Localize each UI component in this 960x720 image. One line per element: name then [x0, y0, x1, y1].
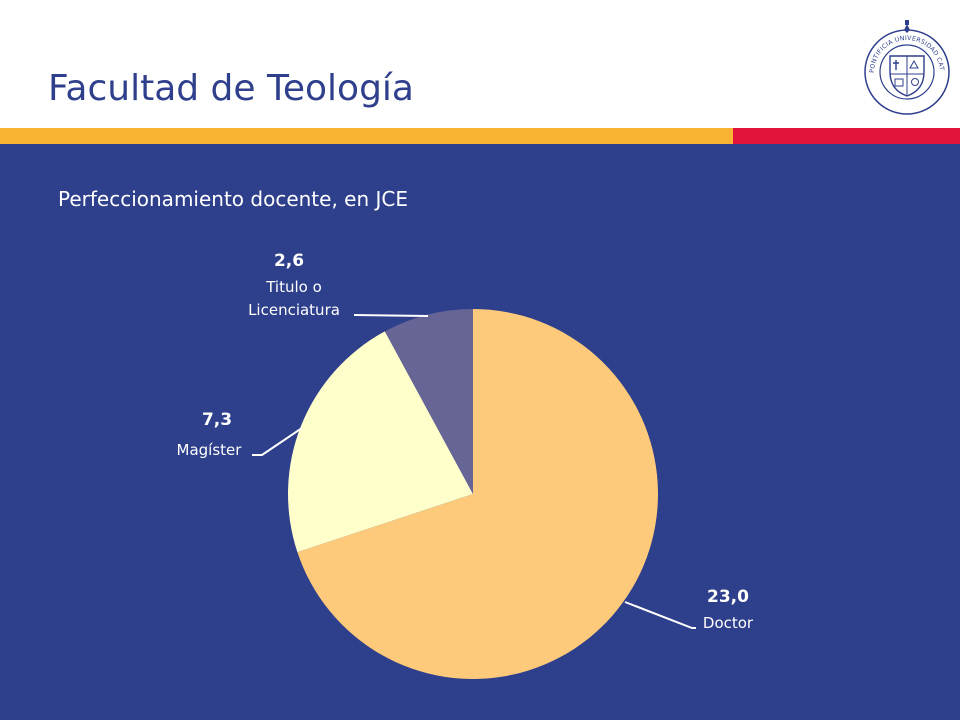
slide-header: Facultad de Teología PONTIFICIA UNIVERSI… — [0, 0, 960, 128]
pie-slice-titulo-o-licenciatura — [384, 309, 473, 494]
leader-line — [252, 427, 303, 456]
pie-slice-magíster — [288, 331, 473, 553]
data-label-value: 7,3 — [202, 410, 232, 430]
chart-title: Perfeccionamiento docente, en JCE — [58, 187, 408, 211]
data-label-value: 23,0 — [707, 587, 749, 607]
data-label-category: Licenciatura — [248, 301, 340, 319]
data-label-category: Titulo o — [265, 278, 322, 296]
header-accent-bar-red — [733, 128, 960, 144]
header-accent-bar-yellow — [0, 128, 733, 144]
pie-slice-doctor — [297, 309, 659, 679]
data-label-category: Doctor — [703, 614, 754, 632]
leader-line — [353, 314, 429, 317]
university-seal-logo: PONTIFICIA UNIVERSIDAD CATÓLICA DE CHILE — [862, 10, 950, 115]
data-label-category: Magíster — [177, 441, 243, 459]
leader-line — [624, 601, 696, 629]
slide-title: Facultad de Teología — [48, 68, 414, 109]
data-label-value: 2,6 — [274, 251, 304, 271]
